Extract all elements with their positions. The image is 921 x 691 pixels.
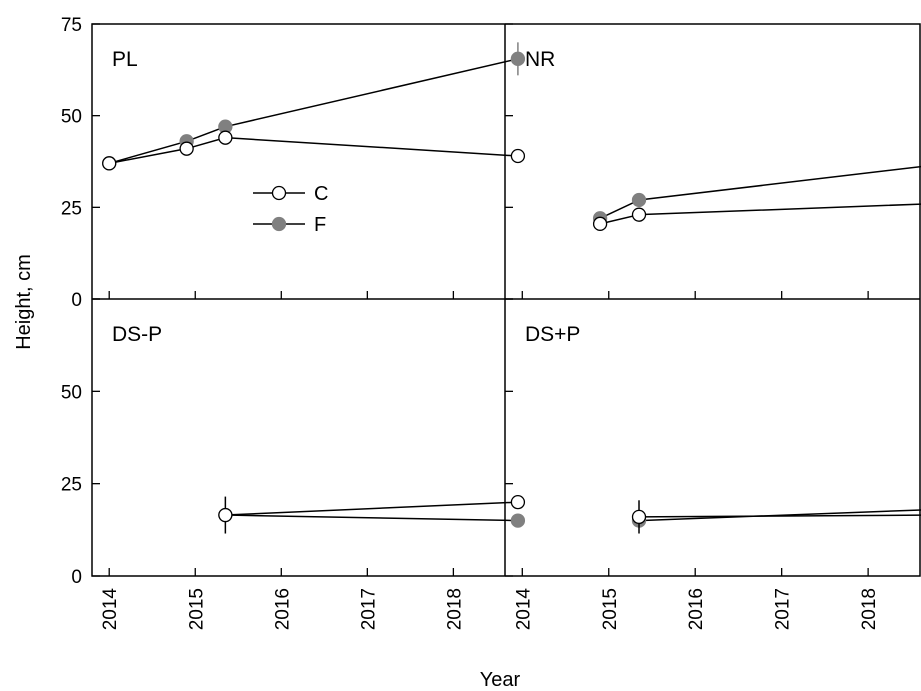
y-axis-title: Height, cm: [13, 254, 35, 350]
legend-label: C: [314, 183, 328, 205]
x-tick-label: 2018: [859, 588, 880, 630]
y-tick-label: 0: [71, 567, 82, 588]
y-tick-label: 25: [61, 198, 82, 219]
series-line-c: [225, 501, 518, 516]
series-line-f: [638, 509, 921, 522]
x-tick-label: 2017: [773, 588, 794, 630]
data-point-c: [631, 509, 647, 525]
y-tick-label: 75: [61, 15, 82, 36]
data-point-c: [510, 494, 526, 510]
data-point-c: [102, 156, 117, 171]
data-point-c: [631, 207, 647, 222]
data-point-c: [179, 141, 194, 156]
legend: CF: [253, 183, 328, 236]
series-line-c: [109, 136, 518, 165]
panel-frames: [91, 23, 921, 577]
data-point-f: [510, 513, 526, 528]
x-tick-label: 2016: [686, 588, 707, 630]
series-line-c: [639, 514, 921, 518]
series-line-c: [599, 203, 921, 225]
data-point-c: [218, 507, 233, 523]
data-point-c: [218, 130, 233, 145]
x-tick-label: 2016: [272, 588, 293, 630]
legend-marker: [271, 185, 287, 201]
data-point-f: [631, 192, 647, 208]
x-tick-label: 2014: [100, 588, 121, 631]
panel-label: NR: [525, 48, 555, 71]
text-labels: 0 25 50 75 0 25 50 2014 2015 2016 2017 2018 2014 2015…: [61, 15, 880, 630]
series-line-f: [225, 514, 518, 522]
legend-marker: [271, 216, 287, 232]
y-tick-label: 25: [61, 475, 82, 496]
x-tick-label: 2014: [513, 588, 534, 631]
panel-label: PL: [112, 48, 138, 71]
legend-label: F: [314, 214, 326, 236]
panel-label: DS+P: [525, 323, 580, 346]
plot-marks: [102, 42, 921, 534]
data-point-f: [510, 51, 526, 66]
outer-frame: [91, 23, 921, 577]
x-tick-label: 2015: [186, 588, 207, 630]
x-tick-label: 2018: [444, 588, 465, 630]
x-tick-label: 2015: [600, 588, 621, 630]
y-tick-label: 0: [71, 290, 82, 311]
data-point-c: [510, 148, 526, 164]
y-tick-label: 50: [61, 107, 82, 128]
y-tick-label: 50: [61, 382, 82, 403]
data-point-c: [592, 216, 608, 231]
x-tick-label: 2017: [358, 588, 379, 630]
panel-label: DS-P: [112, 323, 162, 346]
x-axis-title: Year: [480, 669, 521, 691]
axis-ticks: [92, 23, 869, 577]
series-line-f: [109, 58, 519, 165]
